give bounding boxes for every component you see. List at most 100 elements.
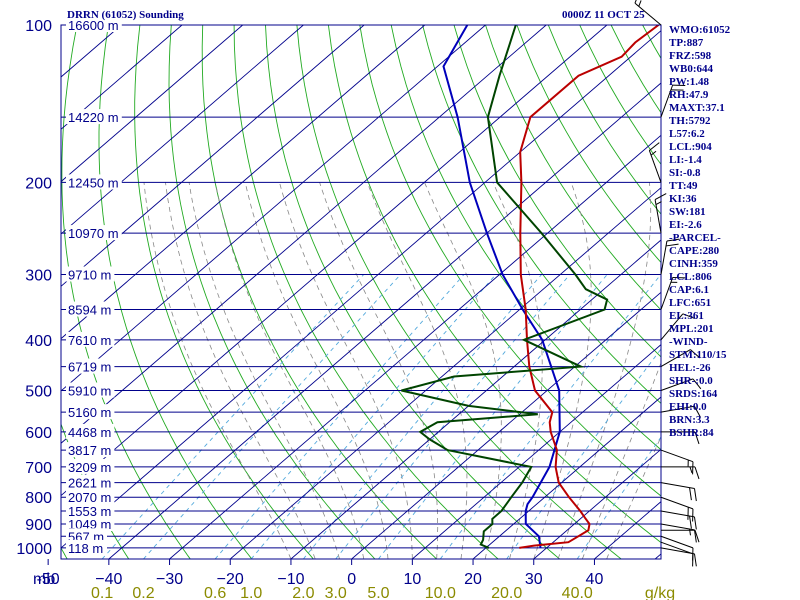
index-item: FRZ:598: [669, 50, 712, 62]
dry-adiabat: [737, 25, 800, 559]
height-label: 5160 m: [68, 405, 111, 420]
wind-barb-staff: [660, 541, 694, 555]
index-item: SHR-:0.0: [669, 375, 713, 387]
isotherm: [61, 25, 426, 340]
index-item: MAXT:37.1: [669, 102, 725, 114]
dry-adiabat: [422, 25, 661, 404]
temperature-tick-label: −40: [95, 571, 122, 588]
index-item: CAP:6.1: [669, 284, 710, 296]
height-label-bg: [66, 423, 115, 439]
mixing-ratio-label: 0.2: [132, 585, 154, 600]
moist-adiabat: [581, 361, 661, 559]
mixing-ratio-label: 0.6: [204, 585, 226, 600]
moist-adiabat: [606, 435, 661, 559]
dry-adiabat: [768, 25, 800, 559]
mixing-ratio-label: 20.0: [491, 585, 522, 600]
temperature-tick-label: −10: [277, 571, 304, 588]
height-label-bg: [66, 301, 115, 317]
pressure-tick-label: 100: [25, 18, 52, 35]
wind-barb-half-flag: [689, 466, 693, 474]
pressure-tick-label: 800: [25, 490, 52, 507]
isotherm: [61, 25, 304, 235]
isotherm: [169, 134, 661, 559]
moist-adiabat: [366, 182, 468, 559]
isotherm: [108, 82, 661, 559]
index-item: KI:36: [669, 193, 697, 205]
height-label-bg: [66, 528, 107, 544]
index-item: CINH:359: [669, 258, 718, 270]
wind-barb-flag: [689, 515, 692, 529]
index-item: HEL:-26: [669, 362, 711, 374]
wind-barb-half-flag: [689, 528, 691, 536]
mixing-ratio-label: 40.0: [562, 585, 593, 600]
temperature-tick-label: 30: [525, 571, 543, 588]
height-label: 3209 m: [68, 460, 111, 475]
mixing-ratio-label: 0.1: [91, 585, 113, 600]
isotherm: [290, 239, 661, 559]
pressure-tick-label: 700: [25, 460, 52, 477]
wind-barb-staff: [660, 313, 684, 341]
isotherm: [229, 187, 661, 559]
height-label: 8594 m: [68, 303, 111, 318]
dry-adiabat: [0, 25, 6, 559]
wind-barb-flag: [693, 529, 697, 543]
dry-adiabat: [516, 25, 661, 264]
dry-adiabat: [201, 25, 437, 559]
wind-barb-flag: [654, 193, 667, 201]
index-item: EI:-2.6: [669, 219, 702, 231]
index-item: BRN:3.3: [669, 414, 710, 426]
background-grid: [0, 25, 800, 559]
pressure-tick-label: 500: [25, 384, 52, 401]
moist-adiabat: [533, 182, 592, 559]
plot-frame: [60, 24, 662, 560]
wind-barb-staff: [660, 482, 695, 489]
height-label: 3817 m: [68, 443, 111, 458]
dry-adiabat: [485, 25, 661, 311]
wind-barb-staff: [660, 405, 695, 413]
dewpoint-line: [401, 25, 609, 549]
index-item: EHI:0.0: [669, 401, 707, 413]
height-label: 5910 m: [68, 384, 111, 399]
wind-barb-flag: [666, 238, 680, 242]
height-label: 14220 m: [68, 110, 119, 125]
height-label: 2621 m: [68, 476, 111, 491]
dry-adiabat: [233, 25, 499, 559]
index-item: RH:47.9: [669, 89, 709, 101]
wind-barb-flag: [694, 406, 701, 418]
dry-adiabat: [98, 25, 253, 559]
index-item: SI:-0.8: [669, 167, 701, 179]
isotherm: [61, 25, 243, 183]
index-item: TT:49: [669, 180, 698, 192]
index-item: SW:181: [669, 206, 706, 218]
mixing-ratio-label: 1.0: [240, 585, 262, 600]
wind-barb-staff: [660, 496, 694, 510]
wind-barb-flag: [665, 243, 679, 247]
height-label: 12450 m: [68, 175, 119, 190]
isotherm: [61, 25, 547, 444]
wind-barb-flag: [694, 431, 700, 445]
index-item: LCL:904: [669, 141, 712, 153]
temperature-tick-label: 10: [403, 571, 421, 588]
height-label-bg: [66, 109, 122, 125]
index-item: -WIND-: [669, 336, 708, 348]
temperature-tick-label: 40: [586, 571, 604, 588]
wind-barb-flag: [649, 142, 660, 151]
height-label-bg: [66, 174, 122, 190]
plot-border: [60, 24, 662, 560]
height-label: 16600 m: [68, 18, 119, 33]
wind-barb-staff: [660, 349, 691, 368]
height-label: 6719 m: [68, 360, 111, 375]
height-label-bg: [66, 442, 115, 458]
wind-barb-staff: [660, 523, 695, 531]
index-item: -PARCEL-: [669, 232, 721, 244]
mixing-ratio-label: 2.0: [292, 585, 314, 600]
pressure-tick-label: 400: [25, 333, 52, 350]
wind-barb-flag: [693, 516, 697, 530]
dry-adiabat: [390, 25, 661, 451]
parcel-line: [442, 25, 561, 549]
wind-barb-staff: [660, 277, 674, 310]
index-item: TH:5792: [669, 115, 711, 127]
mixing-ratio-line: [439, 274, 661, 559]
isotherm: [472, 396, 661, 559]
